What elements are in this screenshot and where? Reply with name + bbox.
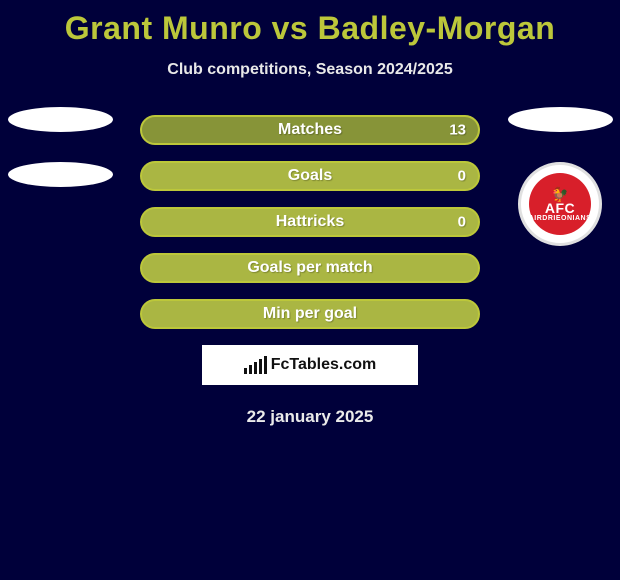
snapshot-date: 22 january 2025: [0, 407, 620, 427]
stat-row: Matches 13: [140, 115, 480, 145]
bar-icon-segment: [259, 359, 262, 374]
stat-value-right: 0: [458, 168, 466, 185]
stat-label: Goals: [288, 167, 332, 185]
stat-label: Matches: [278, 121, 342, 139]
right-club-badge-2: 🐓 AFC AIRDRIEONIANS: [518, 162, 602, 246]
stat-row: Goals per match: [140, 253, 480, 283]
stat-label: Hattricks: [276, 213, 344, 231]
stat-label: Min per goal: [263, 305, 357, 323]
chart-bars-icon: [244, 356, 267, 374]
stat-value-right: 13: [449, 122, 466, 139]
bar-icon-segment: [244, 368, 247, 374]
stat-row: Hattricks 0: [140, 207, 480, 237]
left-club-badge-2: [8, 162, 113, 187]
stat-row: Goals 0: [140, 161, 480, 191]
stat-row: Min per goal: [140, 299, 480, 329]
right-club-badge-1: [508, 107, 613, 132]
club-crest-airdrie: 🐓 AFC AIRDRIEONIANS: [529, 173, 591, 235]
brand-watermark: FcTables.com: [202, 345, 418, 385]
left-player-badges: [0, 107, 120, 217]
bar-icon-segment: [264, 356, 267, 374]
page-title: Grant Munro vs Badley-Morgan: [0, 0, 620, 47]
club-crest-bot: AIRDRIEONIANS: [529, 215, 592, 222]
page-subtitle: Club competitions, Season 2024/2025: [0, 61, 620, 79]
right-player-badges: 🐓 AFC AIRDRIEONIANS: [500, 107, 620, 246]
stat-rows: Matches 13 Goals 0 Hattricks 0 Goals per match…: [140, 115, 480, 329]
bar-icon-segment: [254, 362, 257, 374]
rooster-icon: 🐓: [551, 187, 569, 201]
stat-label: Goals per match: [247, 259, 372, 277]
left-club-badge-1: [8, 107, 113, 132]
club-crest-mid: AFC: [545, 201, 575, 215]
comparison-panel: 🐓 AFC AIRDRIEONIANS Matches13Goals0Hattr…: [0, 115, 620, 427]
stat-value-right: 0: [458, 214, 466, 231]
bar-icon-segment: [249, 365, 252, 374]
brand-text: FcTables.com: [271, 356, 377, 374]
